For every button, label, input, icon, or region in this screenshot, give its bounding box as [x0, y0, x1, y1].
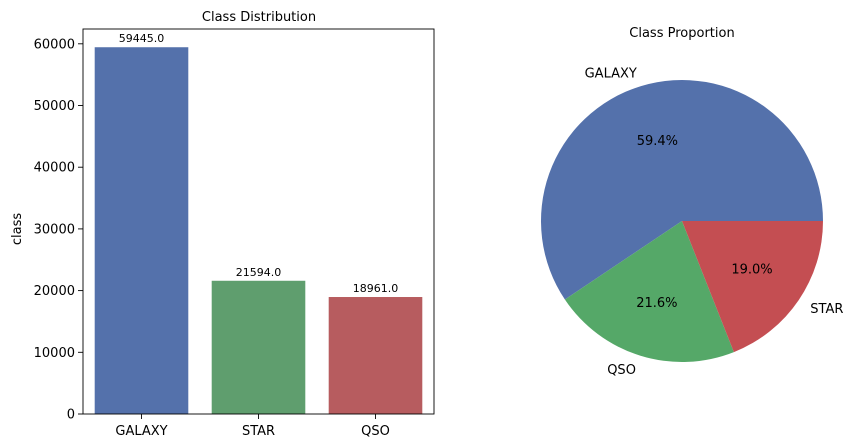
bar-star: [211, 280, 306, 414]
bar-qso: [328, 297, 423, 414]
pie-pct-label: 19.0%: [731, 263, 772, 278]
bar-value-label: 18961.0: [353, 282, 399, 295]
y-axis-ticks: 0 10000 20000 30000 40000 50000 60000: [34, 37, 83, 423]
pie-slice-star: [682, 221, 823, 353]
x-tick-label: QSO: [361, 424, 390, 439]
bar-chart-ylabel: class: [10, 213, 25, 245]
x-axis-ticks: GALAXY STAR QSO: [115, 414, 390, 439]
pie-category-label: GALAXY: [585, 67, 637, 82]
pie-slice-galaxy: [541, 80, 823, 300]
bar-value-label: 59445.0: [119, 32, 165, 45]
y-tick-label: 0: [67, 408, 75, 423]
bar-plot-frame: [82, 28, 435, 415]
pie-slice-qso: [564, 221, 734, 362]
y-tick-label: 50000: [34, 99, 75, 114]
y-tick-label: 60000: [34, 37, 75, 52]
y-tick-label: 40000: [34, 161, 75, 176]
pie-pct-label: 59.4%: [637, 134, 678, 149]
pie-category-label: STAR: [810, 302, 843, 317]
pie-chart: Class Proportion 59.4% GALAXY 21.6% QSO 19.0…: [541, 26, 843, 378]
bar-chart: Class Distribution class 0 10000 20000 3000…: [10, 10, 435, 439]
pie-labels: 59.4% GALAXY 21.6% QSO 19.0% STAR: [585, 67, 844, 378]
pie-category-label: QSO: [607, 363, 636, 378]
pie-chart-title: Class Proportion: [629, 26, 734, 41]
x-tick-label: STAR: [242, 424, 275, 439]
pie-pct-label: 21.6%: [636, 296, 677, 311]
x-tick-label: GALAXY: [115, 424, 167, 439]
y-tick-label: 10000: [34, 346, 75, 361]
y-tick-label: 20000: [34, 284, 75, 299]
y-tick-label: 30000: [34, 222, 75, 237]
bar-galaxy: [94, 47, 189, 415]
pie-slices: [541, 80, 823, 362]
bar-chart-title: Class Distribution: [202, 10, 316, 25]
bar-marks: 59445.0 21594.0 18961.0: [94, 32, 423, 415]
bar-value-label: 21594.0: [236, 266, 282, 279]
